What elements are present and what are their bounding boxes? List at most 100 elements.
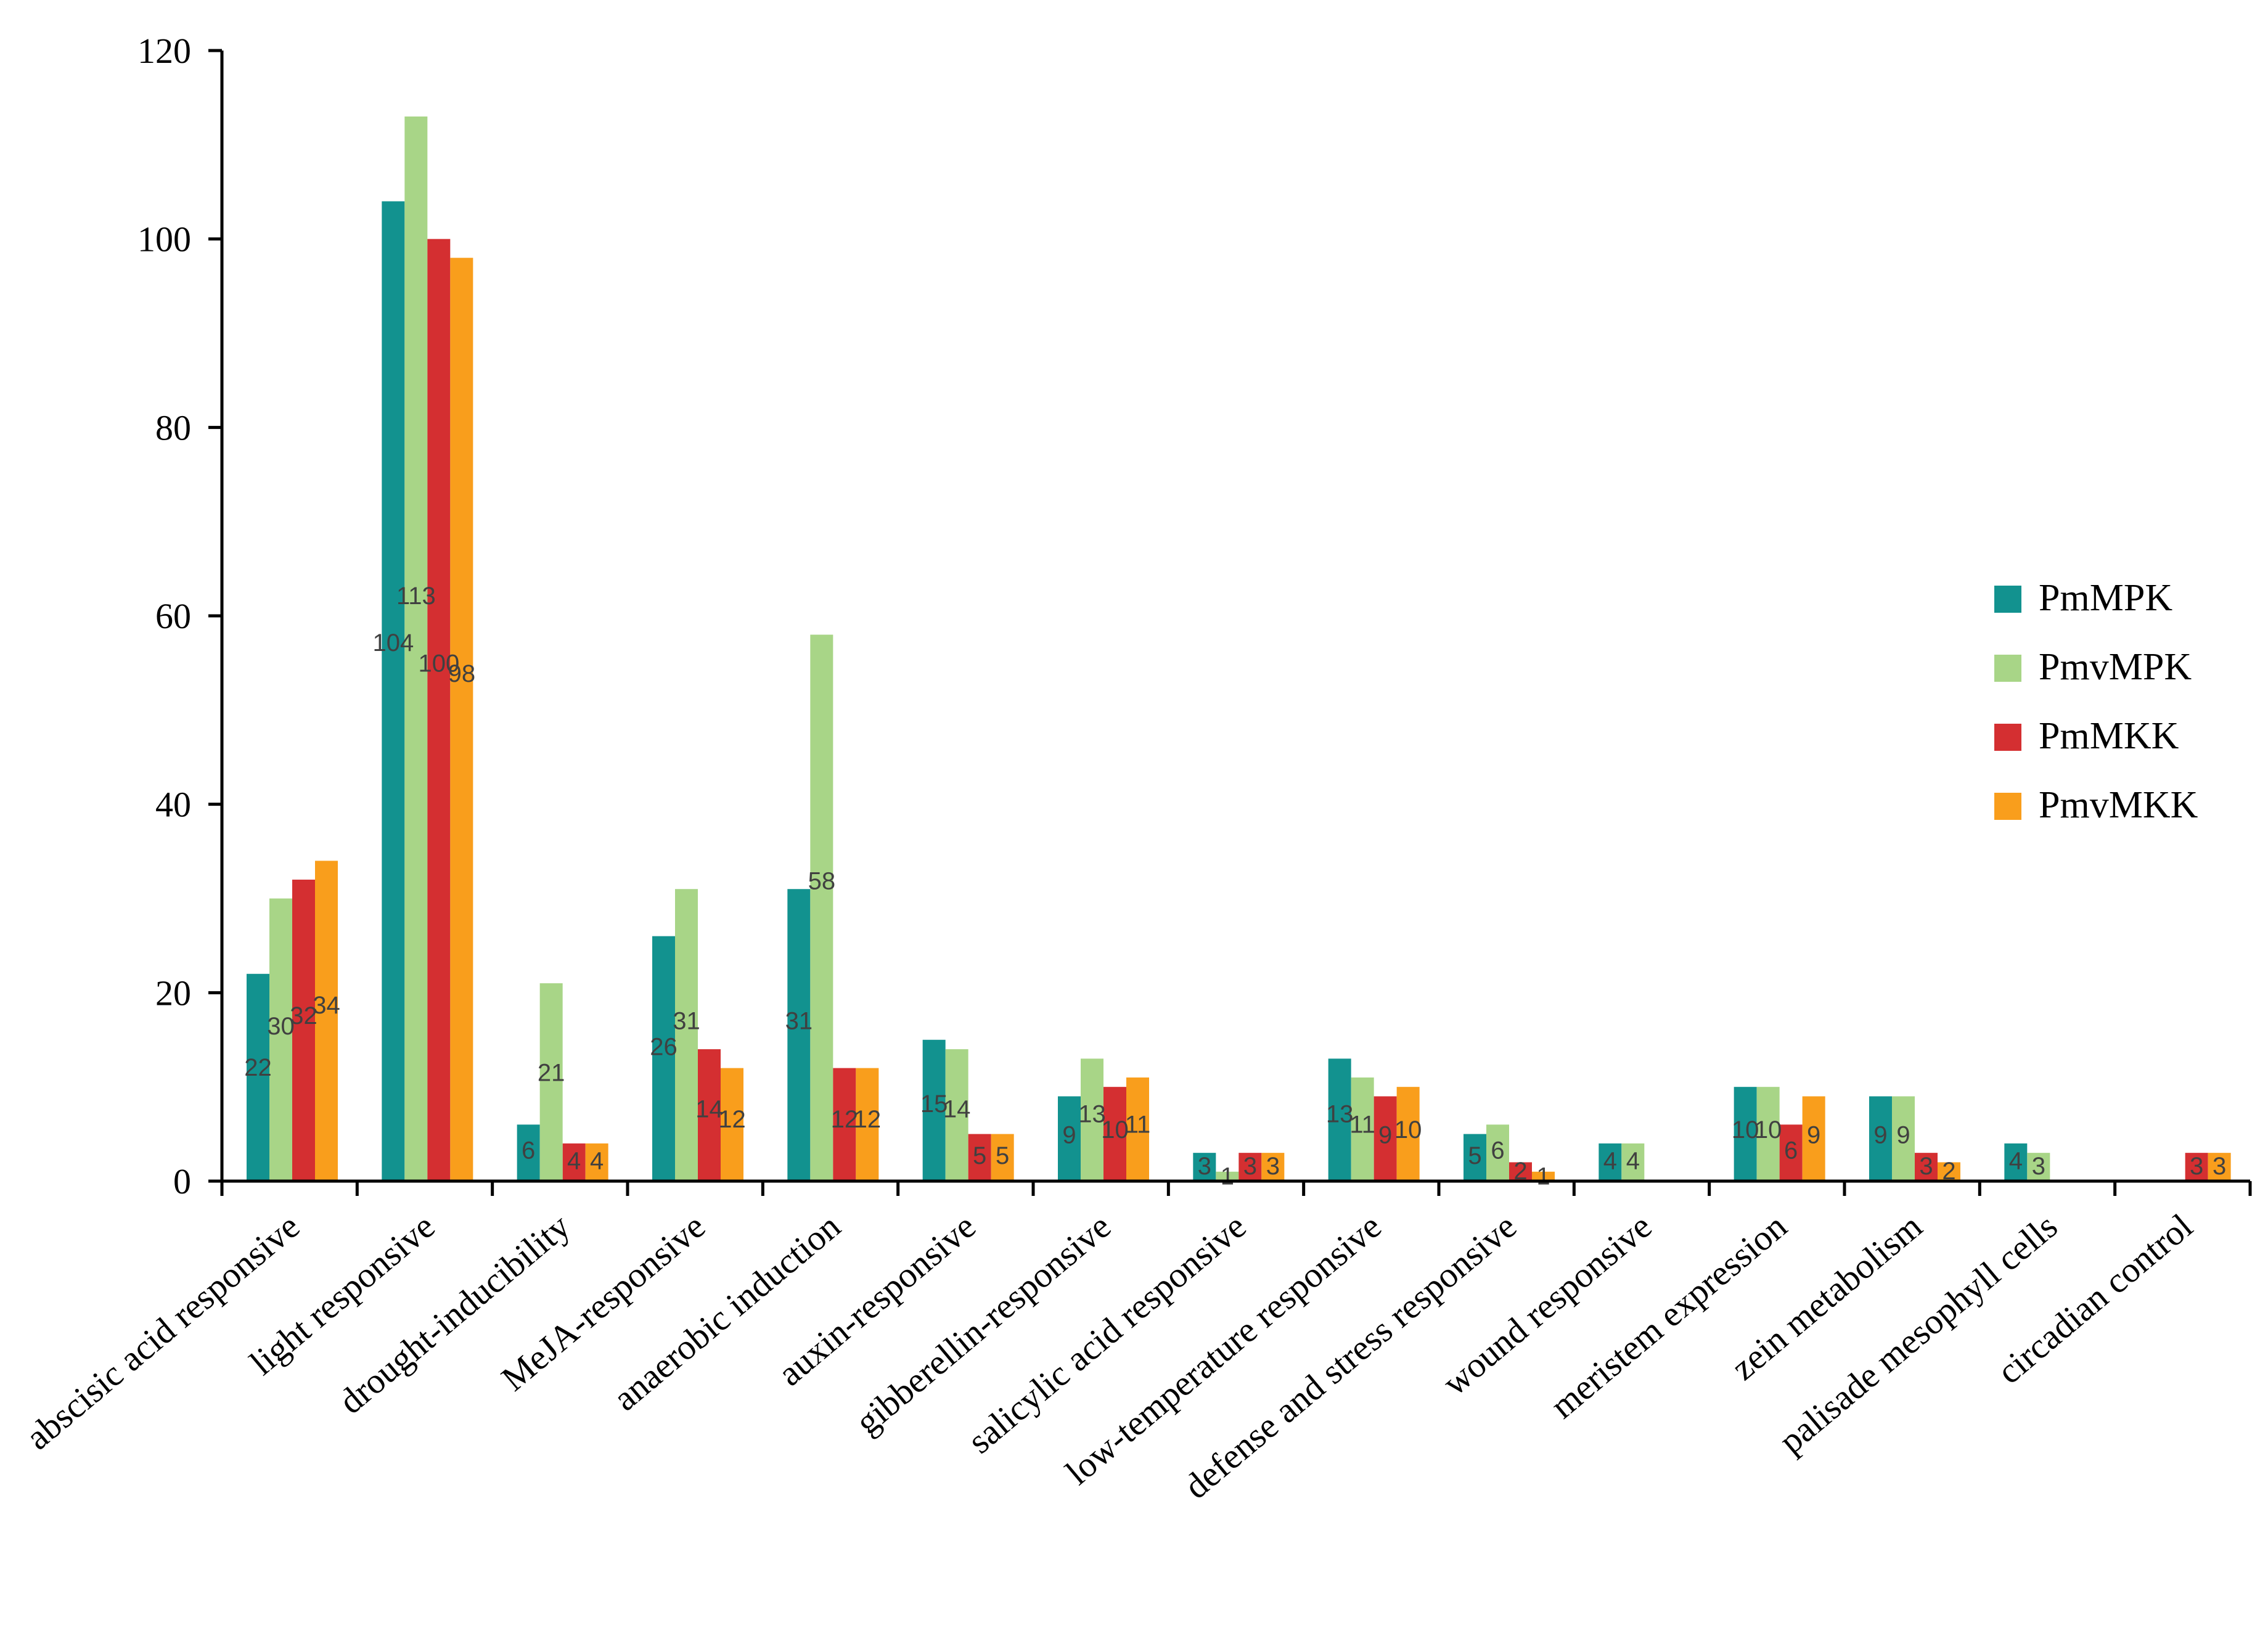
- data-label-meristem-expression-pmvmpk: 10: [1754, 1116, 1782, 1144]
- bar-drought-inducibility-pmmpk: [517, 1124, 540, 1181]
- bar-low-temperature-responsive-pmvmkk: [1396, 1087, 1420, 1181]
- y-tick-label-120: 120: [137, 31, 191, 71]
- legend-item-pmmpk: PmMPK: [1994, 577, 2172, 619]
- data-label-low-temperature-responsive-pmmpk: 13: [1326, 1101, 1354, 1128]
- bar-zein-metabolism-pmmkk: [1915, 1153, 1938, 1181]
- bar-salicylic-acid-responsive-pmvmpk: [1216, 1171, 1239, 1181]
- data-label-light-responsive-pmmpk: 104: [372, 629, 414, 657]
- data-label-circadian-control-pmvmkk: 3: [2213, 1153, 2226, 1180]
- bar-light-responsive-pmvmpk: [404, 116, 428, 1181]
- data-label-anaerobic-induction-pmmkk: 12: [831, 1106, 859, 1133]
- bar-anaerobic-induction-pmmpk: [787, 889, 811, 1181]
- bar-salicylic-acid-responsive-pmmkk: [1238, 1153, 1262, 1181]
- bar-gibberellin-responsive-pmvmpk: [1081, 1058, 1103, 1181]
- data-label-drought-inducibility-pmvmkk: 4: [590, 1147, 604, 1174]
- y-tick-label-100: 100: [137, 219, 191, 260]
- data-label-auxin-responsive-pmvmpk: 14: [943, 1095, 971, 1123]
- data-label-meja-responsive-pmmkk: 14: [695, 1095, 723, 1123]
- bar-wound-responsive-pmmpk: [1599, 1143, 1622, 1181]
- bar-meristem-expression-pmmkk: [1779, 1124, 1803, 1181]
- data-label-light-responsive-pmvmpk: 113: [396, 583, 436, 610]
- data-label-salicylic-acid-responsive-pmmpk: 3: [1198, 1153, 1211, 1180]
- bar-zein-metabolism-pmvmkk: [1938, 1162, 1960, 1181]
- data-label-meristem-expression-pmvmkk: 9: [1807, 1121, 1820, 1148]
- data-label-wound-responsive-pmmpk: 4: [1603, 1147, 1617, 1174]
- bar-auxin-responsive-pmvmkk: [991, 1134, 1014, 1181]
- bar-anaerobic-induction-pmvmkk: [856, 1068, 879, 1181]
- data-label-salicylic-acid-responsive-pmvmpk: 1: [1221, 1163, 1234, 1190]
- bar-abscisic-acid-responsive-pmvmpk: [269, 898, 292, 1181]
- bar-anaerobic-induction-pmvmpk: [810, 634, 833, 1181]
- bar-meristem-expression-pmvmkk: [1802, 1096, 1825, 1181]
- bar-circadian-control-pmmkk: [2185, 1153, 2208, 1181]
- legend-label-pmmpk: PmMPK: [2039, 577, 2172, 619]
- data-label-wound-responsive-pmvmpk: 4: [1626, 1147, 1640, 1174]
- bar-abscisic-acid-responsive-pmmpk: [247, 973, 269, 1181]
- data-label-auxin-responsive-pmmkk: 5: [973, 1142, 986, 1169]
- data-label-gibberellin-responsive-pmmpk: 9: [1062, 1121, 1076, 1148]
- data-label-defense-and-stress-responsive-pmvmpk: 6: [1491, 1137, 1504, 1164]
- bar-meja-responsive-pmvmkk: [721, 1068, 743, 1181]
- legend-item-pmvmkk: PmvMKK: [1994, 784, 2198, 826]
- data-label-palisade-mesophyll-cells-pmmpk: 4: [2009, 1147, 2023, 1174]
- legend-swatch-pmvmkk: [1994, 793, 2021, 820]
- bar-wound-responsive-pmvmpk: [1621, 1143, 1645, 1181]
- bar-gibberellin-responsive-pmmkk: [1103, 1087, 1126, 1181]
- data-label-circadian-control-pmmkk: 3: [2190, 1153, 2203, 1180]
- y-tick-label-20: 20: [155, 973, 191, 1013]
- bar-drought-inducibility-pmvmpk: [539, 983, 563, 1181]
- data-label-palisade-mesophyll-cells-pmvmpk: 3: [2032, 1153, 2045, 1180]
- bar-light-responsive-pmmkk: [427, 239, 451, 1182]
- legend: PmMPK PmvMPK PmMKK PmvMKK: [1994, 577, 2198, 826]
- y-tick-label-80: 80: [155, 407, 191, 448]
- legend-swatch-pmvmpk: [1994, 655, 2021, 682]
- data-label-zein-metabolism-pmmkk: 3: [1919, 1153, 1933, 1180]
- x-tick-label-meristem-expression: meristem expression: [1542, 1206, 1794, 1426]
- bar-zein-metabolism-pmvmpk: [1892, 1096, 1915, 1181]
- bar-circadian-control-pmvmkk: [2208, 1153, 2231, 1181]
- bar-abscisic-acid-responsive-pmvmkk: [315, 861, 338, 1181]
- data-label-anaerobic-induction-pmvmpk: 58: [808, 867, 836, 894]
- data-label-meja-responsive-pmvmkk: 12: [718, 1106, 746, 1133]
- data-label-abscisic-acid-responsive-pmvmpk: 30: [267, 1013, 295, 1040]
- data-label-defense-and-stress-responsive-pmmpk: 5: [1468, 1142, 1481, 1169]
- data-label-defense-and-stress-responsive-pmvmkk: 1: [1536, 1163, 1550, 1190]
- data-label-salicylic-acid-responsive-pmvmkk: 3: [1266, 1153, 1280, 1180]
- data-label-low-temperature-responsive-pmvmpk: 11: [1349, 1111, 1375, 1139]
- data-label-meristem-expression-pmmpk: 10: [1732, 1116, 1759, 1144]
- data-label-abscisic-acid-responsive-pmvmkk: 34: [313, 992, 340, 1019]
- x-tick-label-abscisic-acid-responsive: abscisic acid responsive: [18, 1206, 307, 1457]
- bar-meja-responsive-pmvmpk: [675, 889, 698, 1181]
- bar-gibberellin-responsive-pmmpk: [1058, 1096, 1081, 1181]
- data-label-zein-metabolism-pmvmkk: 2: [1942, 1158, 1955, 1185]
- bar-defense-and-stress-responsive-pmvmpk: [1486, 1124, 1509, 1181]
- data-label-drought-inducibility-pmmkk: 4: [567, 1147, 581, 1174]
- data-label-zein-metabolism-pmmpk: 9: [1873, 1121, 1887, 1148]
- data-label-auxin-responsive-pmmpk: 15: [920, 1090, 948, 1118]
- legend-item-pmvmpk: PmvMPK: [1994, 646, 2192, 688]
- data-label-zein-metabolism-pmvmpk: 9: [1896, 1121, 1910, 1148]
- bar-palisade-mesophyll-cells-pmvmpk: [2027, 1153, 2050, 1181]
- bar-light-responsive-pmmpk: [382, 201, 405, 1181]
- bar-defense-and-stress-responsive-pmmpk: [1464, 1134, 1486, 1181]
- legend-label-pmvmpk: PmvMPK: [2039, 646, 2192, 688]
- legend-label-pmvmkk: PmvMKK: [2039, 784, 2198, 826]
- x-tick-label-gibberellin-responsive: gibberellin-responsive: [848, 1206, 1118, 1442]
- data-label-anaerobic-induction-pmmpk: 31: [785, 1007, 813, 1034]
- bar-drought-inducibility-pmvmkk: [585, 1143, 608, 1181]
- data-label-drought-inducibility-pmmpk: 6: [522, 1137, 535, 1164]
- data-label-gibberellin-responsive-pmvmpk: 13: [1078, 1101, 1106, 1128]
- bars-layer: [247, 116, 2231, 1182]
- data-label-salicylic-acid-responsive-pmmkk: 3: [1243, 1153, 1257, 1180]
- data-label-light-responsive-pmmkk: 100: [418, 650, 459, 677]
- bar-light-responsive-pmvmkk: [450, 258, 473, 1181]
- data-label-low-temperature-responsive-pmvmkk: 10: [1394, 1116, 1422, 1144]
- bar-salicylic-acid-responsive-pmmpk: [1193, 1153, 1216, 1181]
- data-label-abscisic-acid-responsive-pmmkk: 32: [290, 1002, 317, 1029]
- bar-anaerobic-induction-pmmkk: [833, 1068, 856, 1181]
- bar-auxin-responsive-pmmpk: [922, 1039, 946, 1181]
- bar-defense-and-stress-responsive-pmvmkk: [1532, 1171, 1555, 1181]
